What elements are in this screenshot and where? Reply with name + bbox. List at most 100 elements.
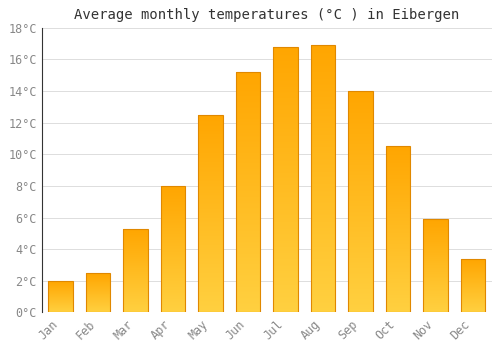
Bar [198,294,222,295]
Bar [423,259,448,260]
Bar [198,279,222,280]
Bar [348,130,372,131]
Bar [160,220,185,221]
Bar [236,131,260,132]
Bar [348,100,372,101]
Bar [160,198,185,199]
Bar [348,121,372,122]
Bar [160,189,185,190]
Bar [386,230,410,231]
Bar [160,271,185,272]
Bar [198,216,222,217]
Bar [310,167,335,168]
Bar [198,163,222,164]
Bar [236,119,260,120]
Bar [273,89,297,91]
Bar [386,246,410,247]
Bar [198,215,222,216]
Bar [198,244,222,245]
Bar [273,55,297,56]
Bar [310,264,335,266]
Bar [198,250,222,251]
Bar [124,265,148,266]
Bar [310,152,335,153]
Bar [236,276,260,278]
Bar [310,272,335,274]
Bar [348,267,372,268]
Bar [310,246,335,247]
Bar [160,210,185,211]
Bar [273,100,297,101]
Bar [348,191,372,192]
Bar [236,186,260,188]
Bar [273,185,297,186]
Bar [348,257,372,258]
Bar [348,231,372,232]
Bar [348,134,372,135]
Bar [160,207,185,208]
Bar [236,137,260,138]
Bar [236,170,260,172]
Bar [198,126,222,127]
Bar [124,252,148,253]
Bar [310,302,335,303]
Bar [273,206,297,208]
Bar [236,180,260,181]
Bar [236,150,260,151]
Bar [160,237,185,238]
Bar [160,282,185,283]
Bar [348,138,372,139]
Bar [236,183,260,184]
Bar [423,287,448,288]
Bar [423,283,448,284]
Bar [198,293,222,294]
Bar [310,205,335,207]
Bar [273,246,297,247]
Bar [386,255,410,256]
Bar [273,250,297,251]
Bar [386,167,410,168]
Bar [348,91,372,313]
Bar [348,203,372,204]
Bar [198,117,222,118]
Bar [386,300,410,301]
Bar [160,288,185,289]
Bar [273,256,297,257]
Bar [160,215,185,216]
Bar [198,304,222,306]
Bar [273,278,297,279]
Bar [273,111,297,112]
Bar [348,216,372,217]
Bar [124,247,148,248]
Bar [348,140,372,141]
Bar [423,248,448,249]
Bar [310,279,335,280]
Bar [160,254,185,255]
Bar [198,267,222,268]
Bar [310,311,335,313]
Bar [198,183,222,184]
Bar [236,101,260,102]
Bar [386,219,410,220]
Bar [310,238,335,239]
Bar [423,238,448,239]
Bar [198,197,222,198]
Bar [273,104,297,105]
Bar [310,158,335,159]
Bar [198,136,222,138]
Bar [273,238,297,239]
Bar [236,179,260,180]
Bar [198,139,222,140]
Bar [423,285,448,286]
Bar [124,268,148,269]
Bar [198,140,222,141]
Bar [348,148,372,150]
Bar [386,307,410,308]
Bar [348,187,372,188]
Bar [348,117,372,118]
Bar [386,269,410,270]
Bar [348,222,372,223]
Bar [423,301,448,302]
Bar [273,168,297,169]
Bar [310,128,335,129]
